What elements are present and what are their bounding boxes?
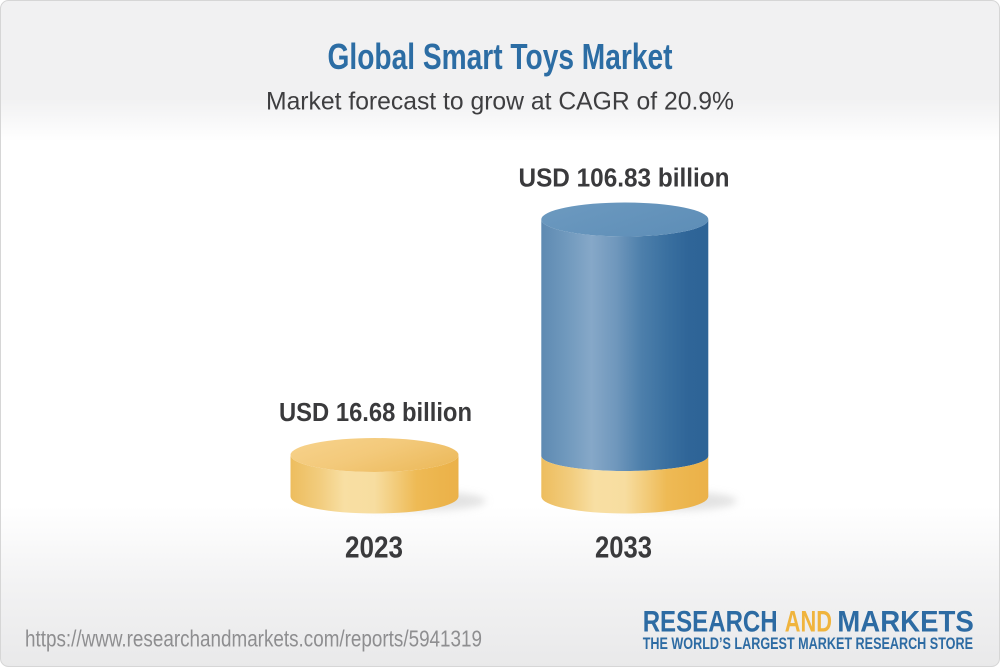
svg-text:THE WORLD’S LARGEST MARKET RES: THE WORLD’S LARGEST MARKET RESEARCH STOR… (643, 635, 973, 653)
svg-text:RESEARCH: RESEARCH (643, 606, 778, 639)
svg-text:Global Smart Toys Market: Global Smart Toys Market (328, 36, 673, 77)
svg-text:Market forecast to grow at CAG: Market forecast to grow at CAGR of 20.9% (266, 88, 734, 116)
svg-text:2033: 2033 (595, 530, 652, 565)
svg-text:USD 16.68 billion: USD 16.68 billion (279, 399, 472, 427)
svg-text:AND: AND (785, 606, 832, 639)
svg-text:MARKETS: MARKETS (837, 606, 974, 639)
svg-text:https://www.researchandmarkets: https://www.researchandmarkets.com/repor… (25, 626, 482, 652)
svg-text:2023: 2023 (345, 530, 403, 565)
svg-text:USD 106.83 billion: USD 106.83 billion (519, 165, 730, 193)
